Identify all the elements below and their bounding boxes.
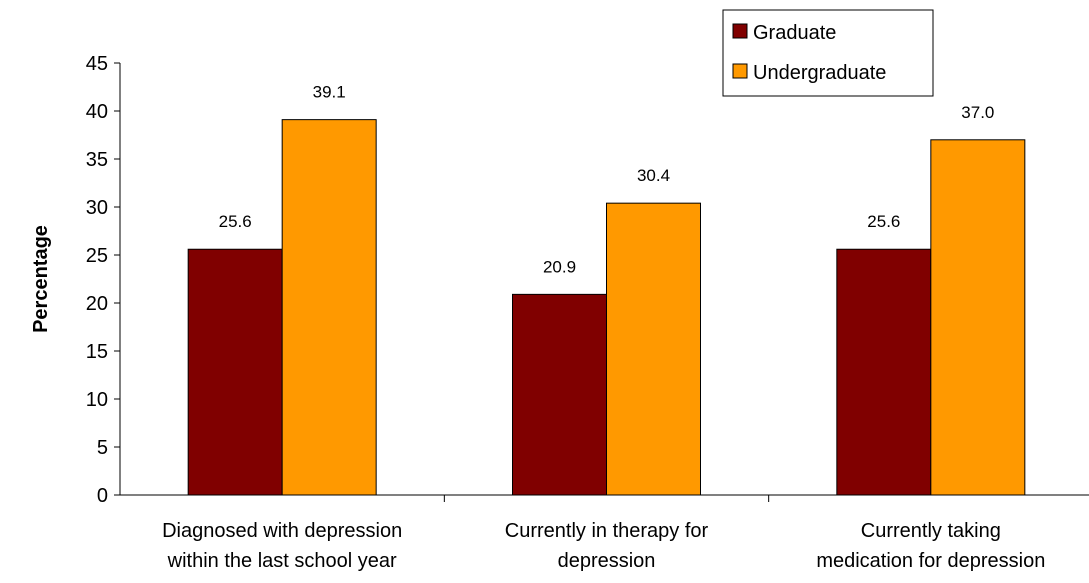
category-label: within the last school year (167, 550, 397, 572)
y-axis-label: Percentage (30, 225, 52, 333)
category-label: Diagnosed with depression (162, 520, 402, 542)
y-tick-label: 25 (86, 245, 108, 267)
y-tick-label: 40 (86, 101, 108, 123)
y-tick-label: 20 (86, 293, 108, 315)
legend-label-graduate: Graduate (753, 22, 836, 44)
data-label: 30.4 (637, 166, 670, 185)
data-labels: 25.6 39.1 20.9 30.4 25.6 37.0 (219, 83, 995, 277)
data-label: 25.6 (867, 212, 900, 231)
bars (187, 119, 1026, 496)
data-label: 25.6 (219, 212, 252, 231)
legend: Graduate Undergraduate (722, 9, 934, 97)
bar-graduate (187, 248, 283, 496)
data-label: 37.0 (961, 103, 994, 122)
bar-graduate (512, 293, 607, 496)
y-tick-label: 0 (97, 485, 108, 507)
bar-undergraduate (606, 202, 701, 496)
legend-swatch-graduate (732, 23, 748, 39)
category-label: depression (558, 550, 656, 572)
category-label: Currently in therapy for (505, 520, 709, 542)
data-label: 20.9 (543, 257, 576, 276)
legend-label-undergraduate: Undergraduate (753, 62, 886, 84)
y-tick-label: 10 (86, 389, 108, 411)
category-label: medication for depression (816, 550, 1045, 572)
bar-graduate (836, 248, 932, 496)
legend-swatch-undergraduate (732, 63, 748, 79)
data-label: 39.1 (313, 83, 346, 102)
y-tick-label: 45 (86, 53, 108, 75)
y-tick-label: 35 (86, 149, 108, 171)
legend-box (722, 9, 934, 97)
bar-undergraduate (930, 139, 1026, 496)
category-labels: Diagnosed with depression within the last… (162, 520, 1045, 572)
bar-undergraduate (281, 119, 377, 496)
y-tick-label: 30 (86, 197, 108, 219)
y-tick-label: 15 (86, 341, 108, 363)
y-tick-label: 5 (97, 437, 108, 459)
category-label: Currently taking (861, 520, 1001, 542)
